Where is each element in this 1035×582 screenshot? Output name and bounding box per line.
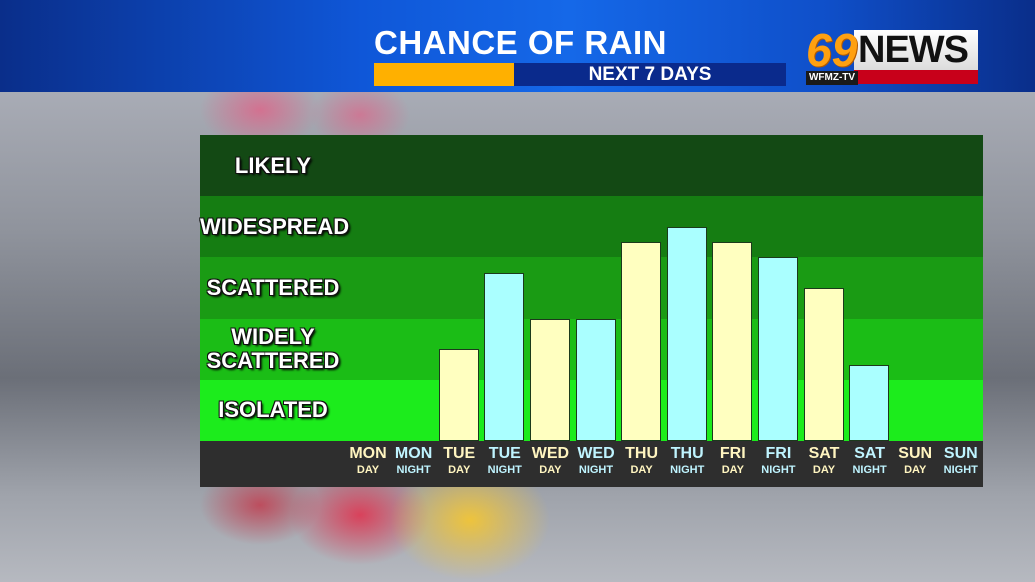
page-title: CHANCE OF RAIN [374, 24, 667, 61]
tick-fri-day: FRI DAY [710, 445, 756, 477]
tick-day: FRI [719, 445, 746, 462]
band-label: WIDELY SCATTERED [206, 324, 340, 374]
band-label: SCATTERED [206, 274, 340, 300]
tick-day: SAT [854, 445, 885, 462]
tick-day: WED [531, 445, 570, 462]
bar-fri-night [757, 257, 798, 441]
tick-tue-night: TUE NIGHT [482, 445, 528, 477]
tick-day: FRI [765, 445, 792, 462]
tick-day: WED [577, 445, 615, 462]
tick-period: NIGHT [852, 464, 887, 476]
tick-day: SUN [898, 445, 933, 462]
tick-period: DAY [448, 464, 471, 476]
logo-news-text: NEWS [858, 29, 969, 71]
tick-day: SUN [943, 445, 978, 462]
tick-period: DAY [904, 464, 927, 476]
tick-thu-night: THU NIGHT [664, 445, 710, 477]
tick-day: MON [394, 445, 433, 462]
tick-thu-day: THU DAY [619, 445, 665, 477]
tick-sat-day: SAT DAY [801, 445, 847, 477]
tick-period: NIGHT [396, 464, 431, 476]
station-logo: NEWS 69 WFMZ-TV [806, 24, 978, 85]
tick-sun-day: SUN DAY [892, 445, 938, 477]
tick-period: NIGHT [670, 464, 705, 476]
band-likely: LIKELY [200, 135, 983, 197]
tick-period: DAY [812, 464, 836, 476]
band-label: LIKELY [234, 152, 312, 178]
accent-stripe [374, 63, 514, 86]
tick-tue-day: TUE DAY [436, 445, 482, 477]
tick-day: THU [625, 445, 659, 462]
band-label: ISOLATED [218, 397, 328, 423]
tick-period: NIGHT [761, 464, 796, 476]
tick-period: DAY [630, 464, 653, 476]
tick-day: TUE [443, 445, 476, 462]
tick-period: DAY [356, 464, 380, 476]
logo-white-plate [854, 30, 978, 70]
tick-period: NIGHT [487, 464, 522, 476]
x-axis: MON DAY MON NIGHT TUE DAY TUE NIGHT WED DAY WED NIG… [200, 441, 983, 487]
logo-number: 69 [806, 24, 858, 76]
tick-wed-day: WED DAY [527, 445, 573, 477]
header-banner: CHANCE OF RAIN NEXT 7 DAYS NEWS 69 WFMZ-… [0, 0, 1035, 92]
bar-sat-day [803, 288, 844, 441]
bar-sat-night [849, 364, 890, 441]
logo-red-stripe [854, 70, 978, 84]
bar-tue-day [438, 349, 479, 441]
tick-day: THU [670, 445, 704, 462]
bar-tue-night [484, 272, 525, 441]
tick-day: SAT [808, 445, 840, 462]
band-scattered: SCATTERED [200, 257, 983, 319]
tick-wed-night: WED NIGHT [573, 445, 619, 477]
bar-wed-night [575, 318, 616, 441]
tick-mon-night: MON NIGHT [391, 445, 437, 477]
subtitle-bar: NEXT 7 DAYS [374, 63, 786, 86]
tick-sun-night: SUN NIGHT [938, 445, 984, 477]
tick-mon-day: MON DAY [345, 445, 391, 477]
band-widespread: WIDESPREAD [200, 196, 983, 258]
tick-fri-night: FRI NIGHT [755, 445, 801, 477]
band-label: WIDESPREAD [200, 213, 350, 239]
tick-period: DAY [539, 464, 562, 476]
logo-callsign: WFMZ-TV [806, 71, 858, 85]
tick-period: NIGHT [943, 464, 978, 476]
bar-thu-day [621, 242, 662, 441]
rain-chart: LIKELY WIDESPREAD SCATTERED WIDELY SCATTERED… [200, 135, 983, 487]
tick-period: NIGHT [578, 464, 614, 476]
bar-wed-day [529, 318, 570, 441]
subtitle: NEXT 7 DAYS [588, 64, 712, 85]
bar-thu-night [666, 226, 707, 441]
tick-sat-night: SAT NIGHT [847, 445, 893, 477]
tick-period: DAY [721, 464, 744, 476]
tick-day: TUE [488, 445, 521, 462]
tick-day: MON [349, 445, 387, 462]
bar-fri-day [712, 242, 753, 441]
